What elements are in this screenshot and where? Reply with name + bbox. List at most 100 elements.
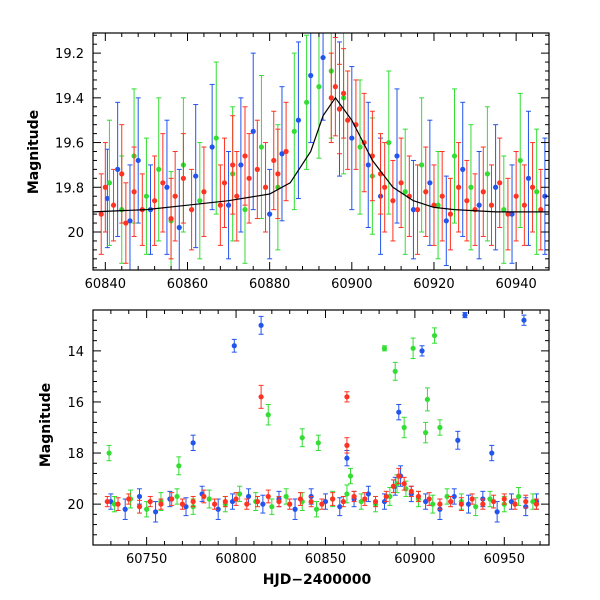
bottom-data-point (415, 493, 422, 500)
top-data-point (131, 189, 137, 195)
bottom-series-2 (104, 384, 540, 514)
bottom-data-point (244, 501, 250, 507)
bottom-data-point (158, 501, 164, 507)
top-data-point (271, 157, 277, 164)
bottom-data-point (169, 496, 175, 502)
bottom-data-point (308, 498, 314, 505)
top-ylabel: Magnitude (26, 110, 42, 194)
top-data-point (525, 175, 532, 181)
bottom-data-point (424, 396, 430, 403)
bottom-data-point (437, 424, 443, 431)
bottom-data-point (344, 442, 350, 448)
top-data-point (115, 166, 121, 172)
top-data-point (127, 218, 133, 224)
top-data-point (513, 193, 519, 199)
top-ytick-label: 19.4 (55, 92, 84, 107)
bottom-data-point (462, 312, 468, 318)
bottom-data-point (287, 501, 293, 507)
bottom-data-point (231, 343, 237, 349)
bottom-data-point (344, 394, 350, 400)
top-data-point (110, 202, 117, 208)
bottom-data-point (297, 496, 304, 502)
bottom-ytick-label: 18 (67, 447, 84, 462)
top-data-point (279, 151, 285, 157)
bottom-data-point (179, 501, 186, 507)
top-xtick-label: 60900 (331, 277, 372, 292)
top-ytick-label: 19.6 (55, 137, 84, 152)
bottom-data-point (365, 491, 371, 497)
bottom-xtick-label: 60800 (215, 552, 256, 567)
top-data-point (123, 220, 129, 226)
top-data-point (250, 128, 256, 134)
top-data-point (262, 184, 269, 190)
top-data-point (119, 171, 125, 177)
bottom-data-point (469, 496, 475, 502)
bottom-data-point (111, 501, 118, 507)
top-data-point (468, 184, 474, 190)
bottom-data-point (136, 493, 143, 500)
bottom-data-point (222, 498, 228, 505)
bottom-data-point (473, 504, 479, 510)
top-data-point (402, 189, 408, 195)
top-data-point (538, 207, 544, 213)
bottom-data-point (344, 455, 350, 461)
top-data-point (492, 184, 499, 190)
bottom-data-point (260, 501, 266, 507)
top-ytick-label: 19.8 (55, 181, 84, 196)
top-data-point (283, 148, 289, 155)
bottom-data-point (372, 498, 379, 505)
top-data-point (517, 157, 523, 164)
bottom-data-point (392, 368, 398, 374)
top-data-point (308, 72, 314, 79)
top-data-point (160, 180, 166, 186)
bottom-data-point (269, 504, 275, 510)
bottom-data-point (299, 435, 305, 441)
bottom-data-point (201, 493, 207, 500)
top-data-point (414, 207, 421, 213)
bottom-data-point (237, 491, 243, 497)
top-data-point (390, 198, 396, 204)
top-data-point (156, 166, 162, 172)
top-data-point (410, 207, 417, 213)
bottom-data-point (410, 345, 416, 351)
top-data-point (451, 153, 458, 159)
top-data-point (476, 202, 482, 208)
top-data-point (332, 84, 338, 90)
top-ytick-label: 19.2 (55, 47, 84, 62)
top-data-point (221, 180, 228, 186)
top-data-point (534, 189, 540, 195)
top-ytick-label: 20 (67, 226, 84, 241)
top-data-point (304, 99, 310, 105)
top-data-point (143, 193, 150, 199)
bottom-data-point (396, 409, 402, 415)
top-data-point (509, 211, 515, 217)
bottom-data-point (521, 317, 527, 323)
top-data-point (217, 202, 223, 208)
top-xtick-label: 60920 (413, 277, 454, 292)
top-data-point (484, 171, 490, 177)
top-data-point (176, 224, 182, 231)
top-data-point (427, 180, 433, 186)
bottom-plot-area (104, 312, 540, 523)
top-xtick-label: 60880 (249, 277, 290, 292)
bottom-data-point (401, 481, 407, 487)
top-data-point (394, 153, 400, 159)
top-data-point (488, 202, 495, 208)
top-data-point (340, 90, 347, 96)
bottom-data-point (423, 430, 429, 436)
bottom-data-point (437, 501, 443, 507)
bottom-data-point (245, 493, 252, 500)
bottom-data-point (152, 509, 159, 515)
bottom-data-point (144, 506, 150, 512)
bottom-data-point (426, 496, 432, 502)
bottom-data-point (340, 498, 346, 505)
top-data-point (230, 162, 236, 168)
bottom-data-point (381, 345, 388, 351)
top-data-point (460, 166, 466, 172)
top-data-point (349, 135, 355, 141)
bottom-xtick-label: 60850 (305, 552, 346, 567)
top-series-0 (104, 33, 548, 270)
top-data-point (254, 166, 260, 172)
bottom-data-point (455, 437, 461, 443)
top-data-point (480, 189, 486, 195)
